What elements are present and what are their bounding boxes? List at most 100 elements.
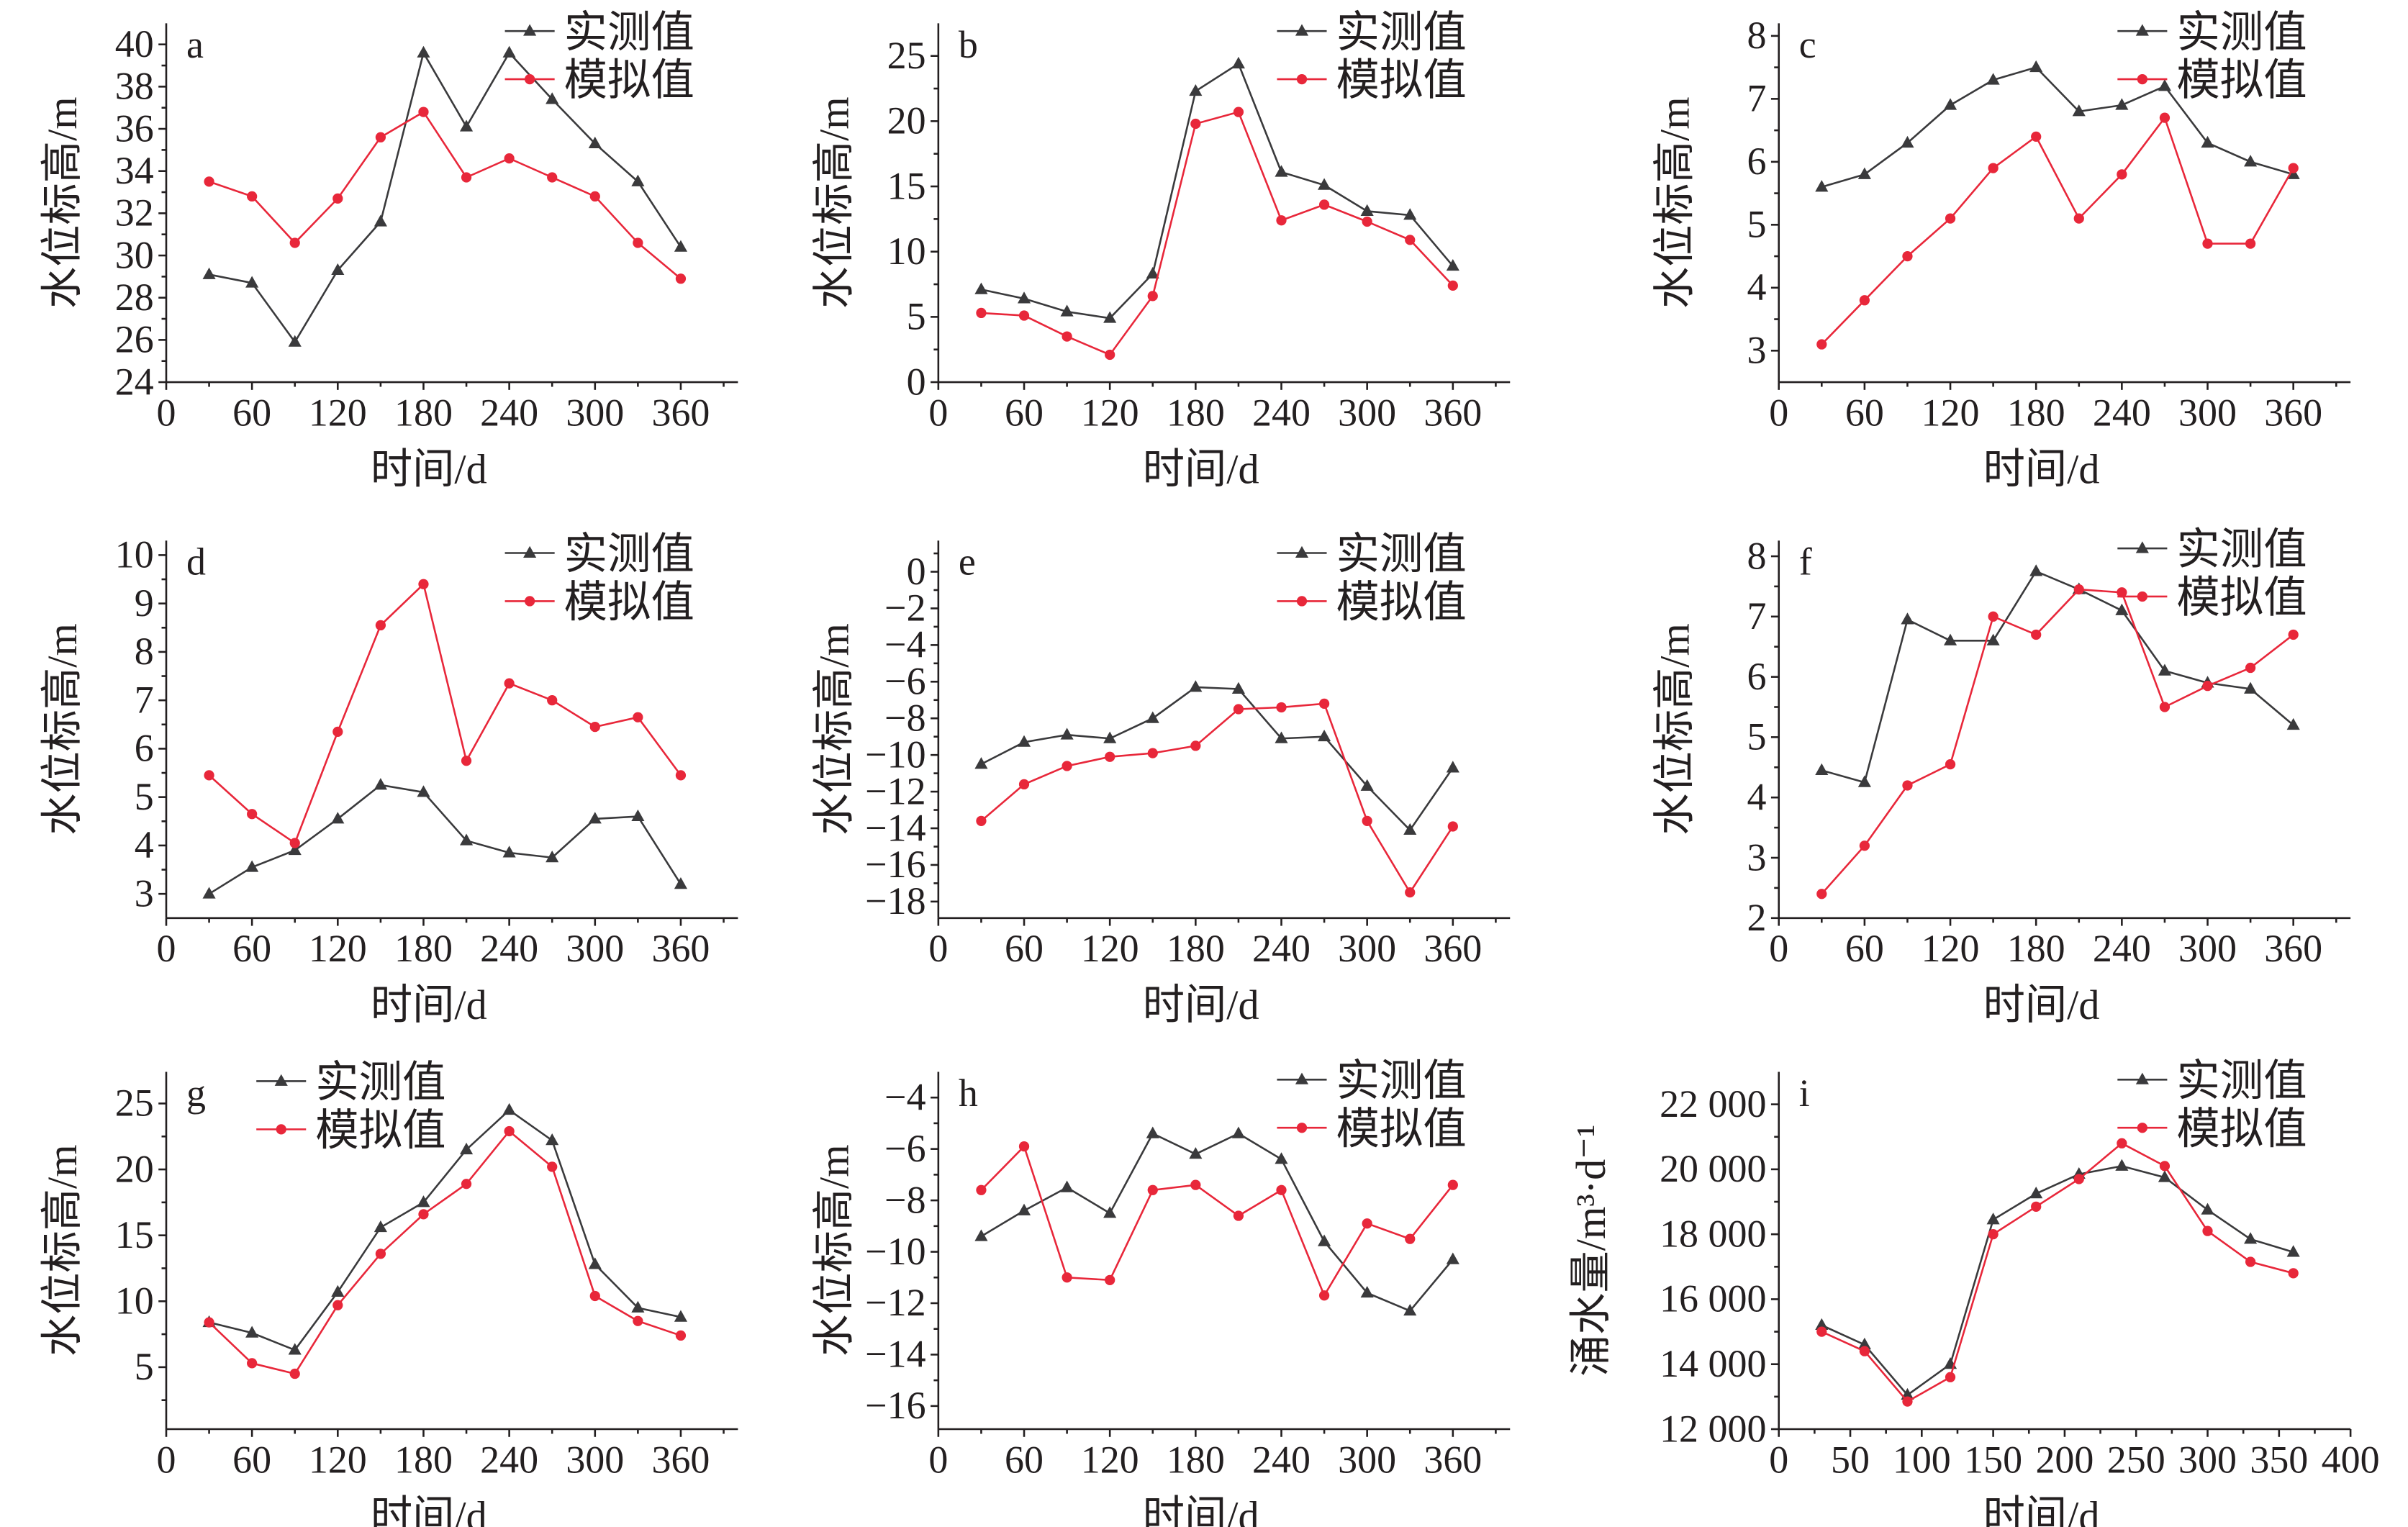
y-tick-label: 20 000 — [1660, 1147, 1766, 1190]
x-tick-label: 300 — [566, 391, 624, 434]
data-point-measured — [1146, 711, 1159, 723]
series-line-simulated — [1821, 588, 2294, 895]
data-point-simulated — [1147, 291, 1158, 302]
x-tick-label: 0 — [1769, 1438, 1788, 1481]
data-point-measured — [245, 276, 259, 288]
data-point-measured — [1403, 1303, 1417, 1316]
legend-label: 实测值 — [2176, 526, 2307, 574]
y-tick-label: 8 — [135, 630, 154, 673]
data-point-simulated — [332, 726, 343, 737]
x-axis-label: 时间/d — [1983, 982, 2100, 1028]
data-point-measured — [1275, 165, 1288, 177]
y-tick-label: −2 — [884, 586, 925, 630]
data-point-simulated — [1147, 1184, 1158, 1195]
data-point-measured — [2158, 663, 2172, 676]
data-point-simulated — [1405, 235, 1416, 245]
x-tick-label: 300 — [566, 1438, 624, 1481]
legend-label: 模拟值 — [2176, 574, 2307, 622]
y-tick-label: −6 — [884, 1127, 925, 1170]
x-tick-label: 120 — [309, 1438, 367, 1481]
legend-marker-circle — [1296, 73, 1308, 85]
data-point-measured — [1857, 1337, 1871, 1350]
y-axis-label: 水位标高/m — [811, 623, 858, 835]
data-point-simulated — [2031, 629, 2042, 640]
x-tick-label: 240 — [1252, 1438, 1311, 1481]
data-point-measured — [631, 1300, 645, 1313]
data-point-measured — [1403, 208, 1417, 220]
y-tick-label: 5 — [1747, 715, 1766, 758]
legend-marker-triangle — [2135, 24, 2149, 36]
data-point-measured — [1275, 1152, 1288, 1164]
y-axis-label: 水位标高/m — [39, 623, 86, 835]
data-point-simulated — [247, 809, 258, 820]
data-point-simulated — [1902, 1396, 1913, 1407]
data-point-measured — [2029, 1187, 2043, 1199]
y-axis-label: 水位标高/m — [811, 1144, 858, 1356]
data-point-simulated — [2245, 1256, 2256, 1267]
data-point-measured — [2244, 155, 2258, 167]
data-point-simulated — [375, 132, 386, 142]
data-point-measured — [1231, 681, 1245, 694]
data-point-simulated — [1447, 1179, 1458, 1190]
y-tick-label: 5 — [907, 295, 926, 338]
data-point-simulated — [1233, 1210, 1244, 1221]
y-tick-label: 18 000 — [1660, 1212, 1766, 1255]
data-point-simulated — [547, 172, 558, 183]
data-point-measured — [417, 1195, 430, 1207]
data-point-measured — [459, 833, 474, 846]
x-tick-label: 0 — [156, 1438, 176, 1481]
y-tick-label: 20 — [115, 1147, 154, 1190]
legend-label: 模拟值 — [1336, 57, 1466, 105]
data-point-measured — [1901, 612, 1914, 625]
data-point-measured — [1986, 1213, 2000, 1225]
data-point-simulated — [633, 237, 643, 248]
legend-marker-triangle — [1295, 545, 1309, 558]
data-point-simulated — [247, 191, 258, 202]
data-point-measured — [588, 812, 602, 824]
data-point-measured — [1017, 1203, 1031, 1215]
data-point-measured — [1318, 178, 1331, 190]
data-point-measured — [288, 843, 302, 856]
x-tick-label: 60 — [1845, 927, 1884, 970]
series-line-simulated — [980, 702, 1454, 894]
legend-label: 实测值 — [564, 530, 694, 579]
data-point-measured — [459, 119, 474, 132]
data-point-measured — [374, 214, 387, 227]
data-point-simulated — [976, 307, 987, 319]
data-point-simulated — [1447, 280, 1458, 291]
data-point-measured — [974, 282, 988, 294]
y-axis-label: 水位标高/m — [39, 1144, 86, 1356]
data-point-measured — [1815, 1318, 1829, 1331]
series-line-simulated — [209, 110, 682, 280]
x-axis-label: 时间/d — [371, 982, 487, 1028]
data-point-simulated — [2073, 213, 2084, 224]
data-point-measured — [245, 860, 259, 872]
x-tick-label: 180 — [394, 391, 453, 434]
data-point-measured — [1189, 83, 1203, 96]
y-tick-label: 4 — [1747, 775, 1766, 818]
legend-label: 模拟值 — [1336, 1105, 1466, 1154]
x-tick-label: 300 — [1338, 391, 1396, 434]
data-point-measured — [2201, 135, 2214, 148]
data-point-simulated — [1018, 1141, 1030, 1152]
data-point-simulated — [1816, 339, 1827, 350]
data-point-simulated — [204, 770, 214, 781]
data-point-simulated — [289, 838, 300, 848]
data-point-simulated — [2245, 662, 2256, 674]
legend-label: 实测值 — [1336, 1057, 1466, 1105]
panel-f: 0 60 120 180 240 300 360 2 3 4 5 6 7 8 时间/d 水位标高/m f 实测值模… — [1652, 526, 2351, 1028]
data-point-simulated — [1447, 821, 1458, 832]
x-tick-label: 240 — [2093, 391, 2151, 434]
data-point-measured — [2115, 98, 2129, 110]
y-tick-label: −16 — [865, 843, 925, 886]
legend-marker-circle — [2137, 73, 2147, 85]
y-tick-label: 7 — [135, 678, 154, 721]
panel-label: g — [186, 1071, 206, 1115]
panel-label: d — [186, 540, 206, 584]
